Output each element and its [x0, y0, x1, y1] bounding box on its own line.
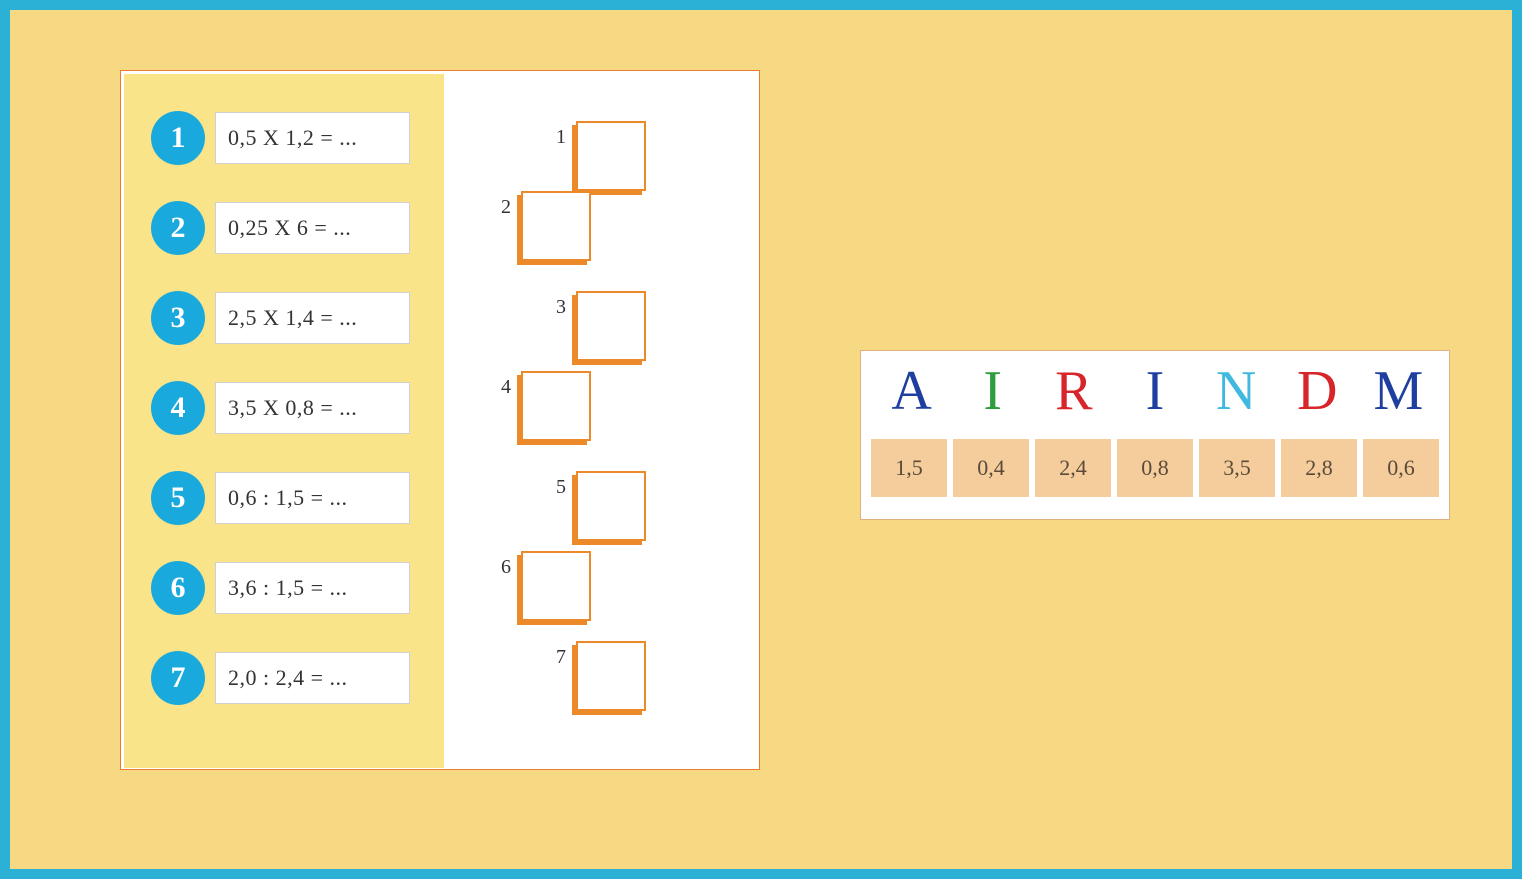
equation-row: 7 2,0 : 2,4 = ... [151, 651, 410, 705]
letter-key-panel: A I R I N D M 1,5 0,4 2,4 0,8 3,5 2,8 0,… [860, 350, 1450, 520]
equation-row: 2 0,25 X 6 = ... [151, 201, 410, 255]
answer-box[interactable] [576, 641, 646, 711]
answer-box[interactable] [576, 471, 646, 541]
equation-row: 1 0,5 X 1,2 = ... [151, 111, 410, 165]
answer-box[interactable] [521, 551, 591, 621]
equation-number-circle: 2 [151, 201, 205, 255]
key-value-cell: 3,5 [1199, 439, 1275, 497]
equation-expression: 2,0 : 2,4 = ... [215, 652, 410, 704]
key-value-cell: 2,4 [1035, 439, 1111, 497]
key-letter: R [1034, 359, 1114, 423]
key-value-cell: 0,4 [953, 439, 1029, 497]
equation-number-circle: 7 [151, 651, 205, 705]
answer-box[interactable] [521, 371, 591, 441]
answer-number: 6 [501, 556, 511, 579]
answer-box[interactable] [576, 121, 646, 191]
answer-box[interactable] [576, 291, 646, 361]
equation-number-circle: 1 [151, 111, 205, 165]
key-value-cell: 0,8 [1117, 439, 1193, 497]
key-letter: I [1115, 359, 1195, 423]
letter-row: A I R I N D M [871, 359, 1439, 439]
key-letter: M [1358, 359, 1438, 423]
key-value-cell: 0,6 [1363, 439, 1439, 497]
equation-row: 5 0,6 : 1,5 = ... [151, 471, 410, 525]
key-value-cell: 1,5 [871, 439, 947, 497]
equation-number-circle: 4 [151, 381, 205, 435]
equation-row: 4 3,5 X 0,8 = ... [151, 381, 410, 435]
key-letter: A [872, 359, 952, 423]
equation-expression: 2,5 X 1,4 = ... [215, 292, 410, 344]
answer-number: 2 [501, 196, 511, 219]
key-letter: D [1277, 359, 1357, 423]
page-frame: 1 0,5 X 1,2 = ... 2 0,25 X 6 = ... 3 2,5… [0, 0, 1522, 879]
equation-expression: 0,25 X 6 = ... [215, 202, 410, 254]
equation-number-circle: 3 [151, 291, 205, 345]
exercise-panel: 1 0,5 X 1,2 = ... 2 0,25 X 6 = ... 3 2,5… [120, 70, 760, 770]
value-row: 1,5 0,4 2,4 0,8 3,5 2,8 0,6 [871, 439, 1439, 497]
key-value-cell: 2,8 [1281, 439, 1357, 497]
answer-number: 5 [556, 476, 566, 499]
key-letter: I [953, 359, 1033, 423]
equation-number-circle: 6 [151, 561, 205, 615]
equation-expression: 0,5 X 1,2 = ... [215, 112, 410, 164]
equation-expression: 3,6 : 1,5 = ... [215, 562, 410, 614]
equation-number-circle: 5 [151, 471, 205, 525]
answer-number: 1 [556, 126, 566, 149]
equation-expression: 3,5 X 0,8 = ... [215, 382, 410, 434]
answer-number: 7 [556, 646, 566, 669]
answer-number: 4 [501, 376, 511, 399]
equation-row: 3 2,5 X 1,4 = ... [151, 291, 410, 345]
equation-row: 6 3,6 : 1,5 = ... [151, 561, 410, 615]
key-letter: N [1196, 359, 1276, 423]
answer-number: 3 [556, 296, 566, 319]
answer-box[interactable] [521, 191, 591, 261]
equation-expression: 0,6 : 1,5 = ... [215, 472, 410, 524]
